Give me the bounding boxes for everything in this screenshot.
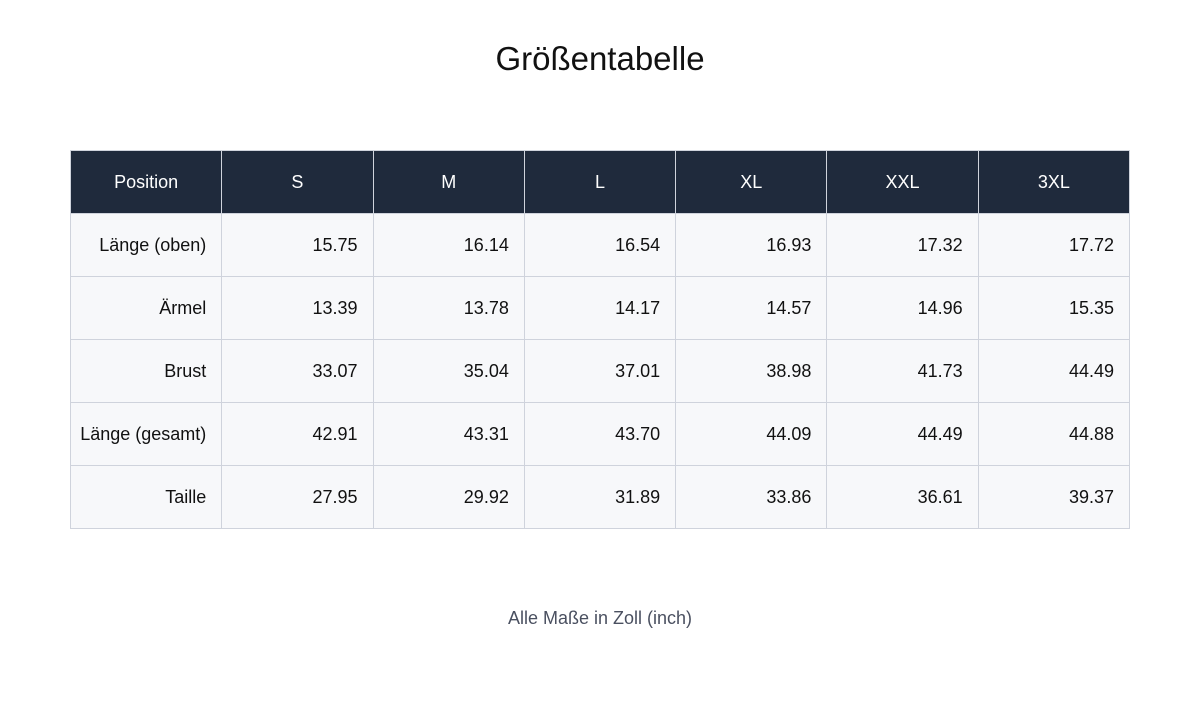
- table-cell: 27.95: [221, 465, 374, 529]
- table-cell: 38.98: [675, 339, 828, 403]
- table-cell: 15.35: [977, 276, 1131, 340]
- table-cell: 39.37: [977, 465, 1131, 529]
- table-cell: 16.93: [675, 213, 828, 277]
- table-row: Länge (oben) 15.75 16.14 16.54 16.93 17.32 17.…: [69, 213, 1131, 277]
- table-cell: 14.17: [523, 276, 677, 340]
- table-cell: 37.01: [523, 339, 677, 403]
- column-header: S: [221, 150, 374, 214]
- table-cell: 35.04: [372, 339, 525, 403]
- row-label: Länge (oben): [69, 213, 223, 277]
- table-cell: 33.07: [221, 339, 374, 403]
- table-row: Länge (gesamt) 42.91 43.31 43.70 44.09 44.49 4…: [69, 402, 1131, 466]
- table-header: Position S M L XL XXL 3XL: [69, 150, 1131, 214]
- column-header: Position: [69, 150, 223, 214]
- row-label: Brust: [69, 339, 223, 403]
- column-header: XXL: [826, 150, 979, 214]
- table-cell: 43.70: [523, 402, 677, 466]
- table-cell: 17.32: [826, 213, 979, 277]
- table-cell: 43.31: [372, 402, 525, 466]
- column-header: L: [523, 150, 677, 214]
- table-cell: 13.78: [372, 276, 525, 340]
- table-cell: 41.73: [826, 339, 979, 403]
- row-label: Taille: [69, 465, 223, 529]
- page-title: Größentabelle: [495, 40, 705, 77]
- table-cell: 29.92: [372, 465, 525, 529]
- column-header: XL: [675, 150, 828, 214]
- row-label: Ärmel: [69, 276, 223, 340]
- size-table: Position S M L XL XXL 3XL Länge (oben) 15.75 16.…: [69, 150, 1131, 529]
- header-row: Position S M L XL XXL 3XL: [69, 150, 1131, 214]
- table-cell: 13.39: [221, 276, 374, 340]
- column-header: M: [372, 150, 525, 214]
- table-cell: 16.14: [372, 213, 525, 277]
- table-cell: 42.91: [221, 402, 374, 466]
- table-cell: 15.75: [221, 213, 374, 277]
- column-header: 3XL: [977, 150, 1131, 214]
- row-label: Länge (gesamt): [69, 402, 223, 466]
- table-cell: 17.72: [977, 213, 1131, 277]
- table-body: Länge (oben) 15.75 16.14 16.54 16.93 17.32 17.…: [69, 213, 1131, 529]
- table-cell: 44.09: [675, 402, 828, 466]
- table-cell: 44.49: [977, 339, 1131, 403]
- table-cell: 14.96: [826, 276, 979, 340]
- table-cell: 31.89: [523, 465, 677, 529]
- table-row: Ärmel 13.39 13.78 14.17 14.57 14.96 15.35: [69, 276, 1131, 340]
- table-row: Brust 33.07 35.04 37.01 38.98 41.73 44.49: [69, 339, 1131, 403]
- table-cell: 36.61: [826, 465, 979, 529]
- footnote: Alle Maße in Zoll (inch): [507, 608, 693, 628]
- table-cell: 14.57: [675, 276, 828, 340]
- table-cell: 44.88: [977, 402, 1131, 466]
- table-cell: 44.49: [826, 402, 979, 466]
- table-cell: 33.86: [675, 465, 828, 529]
- table-row: Taille 27.95 29.92 31.89 33.86 36.61 39.37: [69, 465, 1131, 529]
- table-cell: 16.54: [523, 213, 677, 277]
